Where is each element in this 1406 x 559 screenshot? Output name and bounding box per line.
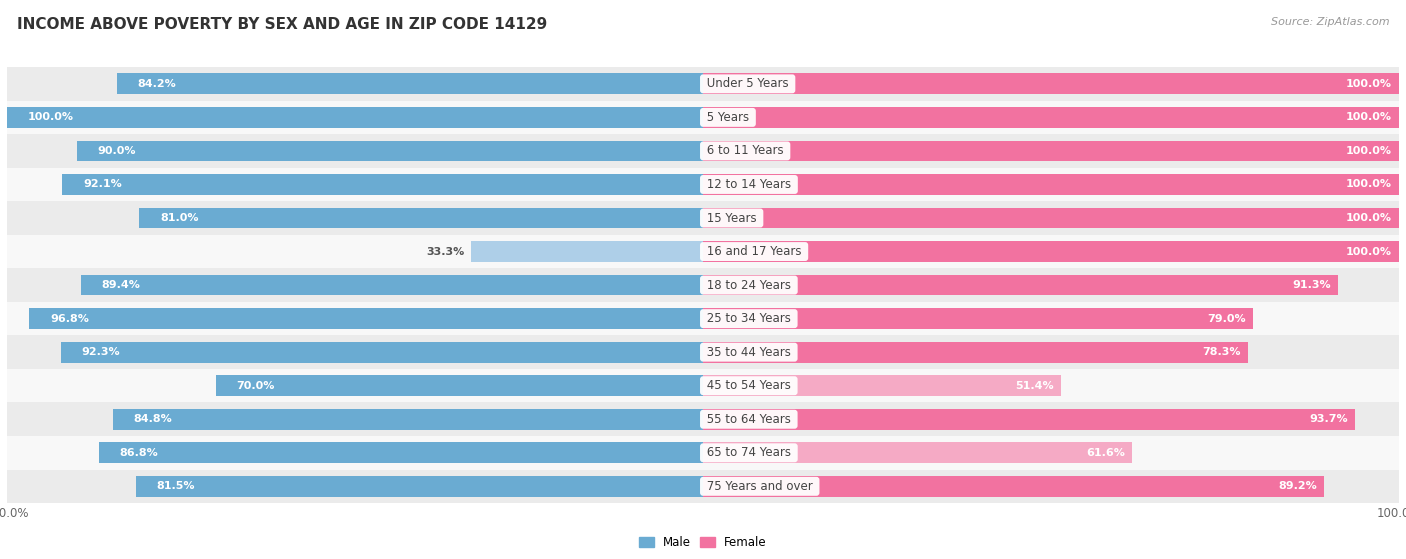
Bar xyxy=(703,342,1249,363)
Text: 100.0%: 100.0% xyxy=(1346,213,1392,223)
Text: 81.0%: 81.0% xyxy=(160,213,198,223)
Bar xyxy=(80,274,703,296)
Bar xyxy=(7,168,1399,201)
Text: 18 to 24 Years: 18 to 24 Years xyxy=(703,278,794,292)
Bar xyxy=(703,409,1355,430)
Bar xyxy=(136,476,703,497)
Text: 6 to 11 Years: 6 to 11 Years xyxy=(703,144,787,158)
Text: 96.8%: 96.8% xyxy=(51,314,89,324)
Bar xyxy=(703,73,1399,94)
Bar xyxy=(117,73,703,94)
Bar xyxy=(703,476,1324,497)
Text: 45 to 54 Years: 45 to 54 Years xyxy=(703,379,794,392)
Text: Source: ZipAtlas.com: Source: ZipAtlas.com xyxy=(1271,17,1389,27)
Text: 93.7%: 93.7% xyxy=(1309,414,1348,424)
Bar xyxy=(703,375,1060,396)
Text: 81.5%: 81.5% xyxy=(156,481,195,491)
Bar xyxy=(76,140,703,162)
Text: 33.3%: 33.3% xyxy=(426,247,464,257)
Text: 92.1%: 92.1% xyxy=(83,179,122,190)
Bar xyxy=(7,235,1399,268)
Text: 75 Years and over: 75 Years and over xyxy=(703,480,817,493)
Bar xyxy=(7,436,1399,470)
Bar xyxy=(471,241,703,262)
Bar xyxy=(7,201,1399,235)
Text: 89.4%: 89.4% xyxy=(101,280,141,290)
Bar xyxy=(703,308,1253,329)
Text: 5 Years: 5 Years xyxy=(703,111,752,124)
Bar xyxy=(139,207,703,229)
Text: 12 to 14 Years: 12 to 14 Years xyxy=(703,178,794,191)
Text: 51.4%: 51.4% xyxy=(1015,381,1053,391)
Bar xyxy=(7,134,1399,168)
Bar xyxy=(703,174,1399,195)
Text: 100.0%: 100.0% xyxy=(1346,247,1392,257)
Bar xyxy=(703,241,1399,262)
Bar xyxy=(30,308,703,329)
Text: 35 to 44 Years: 35 to 44 Years xyxy=(703,345,794,359)
Text: 61.6%: 61.6% xyxy=(1085,448,1125,458)
Text: INCOME ABOVE POVERTY BY SEX AND AGE IN ZIP CODE 14129: INCOME ABOVE POVERTY BY SEX AND AGE IN Z… xyxy=(17,17,547,32)
Bar xyxy=(703,274,1339,296)
Text: 100.0%: 100.0% xyxy=(1346,179,1392,190)
Bar xyxy=(7,402,1399,436)
Bar xyxy=(7,470,1399,503)
Text: 100.0%: 100.0% xyxy=(1346,79,1392,89)
Text: 89.2%: 89.2% xyxy=(1278,481,1317,491)
Bar xyxy=(703,442,1132,463)
Text: 92.3%: 92.3% xyxy=(82,347,120,357)
Bar xyxy=(703,107,1399,128)
Text: 100.0%: 100.0% xyxy=(28,112,75,122)
Bar xyxy=(703,207,1399,229)
Bar xyxy=(7,268,1399,302)
Text: 65 to 74 Years: 65 to 74 Years xyxy=(703,446,794,459)
Bar xyxy=(98,442,703,463)
Text: 86.8%: 86.8% xyxy=(120,448,159,458)
Text: 84.2%: 84.2% xyxy=(138,79,177,89)
Bar xyxy=(7,107,703,128)
Text: 70.0%: 70.0% xyxy=(236,381,276,391)
Text: 90.0%: 90.0% xyxy=(97,146,136,156)
Bar xyxy=(7,369,1399,402)
Bar xyxy=(7,67,1399,101)
Text: 100.0%: 100.0% xyxy=(1346,112,1392,122)
Text: 100.0%: 100.0% xyxy=(1346,146,1392,156)
Bar xyxy=(7,101,1399,134)
Text: 16 and 17 Years: 16 and 17 Years xyxy=(703,245,806,258)
Text: Under 5 Years: Under 5 Years xyxy=(703,77,793,91)
Text: 78.3%: 78.3% xyxy=(1202,347,1241,357)
Text: 79.0%: 79.0% xyxy=(1208,314,1246,324)
Text: 84.8%: 84.8% xyxy=(134,414,173,424)
Bar xyxy=(60,342,703,363)
Bar xyxy=(112,409,703,430)
Text: 25 to 34 Years: 25 to 34 Years xyxy=(703,312,794,325)
Bar xyxy=(7,335,1399,369)
Bar xyxy=(703,140,1399,162)
Text: 91.3%: 91.3% xyxy=(1294,280,1331,290)
Legend: Male, Female: Male, Female xyxy=(634,532,772,554)
Bar xyxy=(62,174,703,195)
Bar xyxy=(217,375,703,396)
Bar xyxy=(7,302,1399,335)
Text: 55 to 64 Years: 55 to 64 Years xyxy=(703,413,794,426)
Text: 15 Years: 15 Years xyxy=(703,211,761,225)
